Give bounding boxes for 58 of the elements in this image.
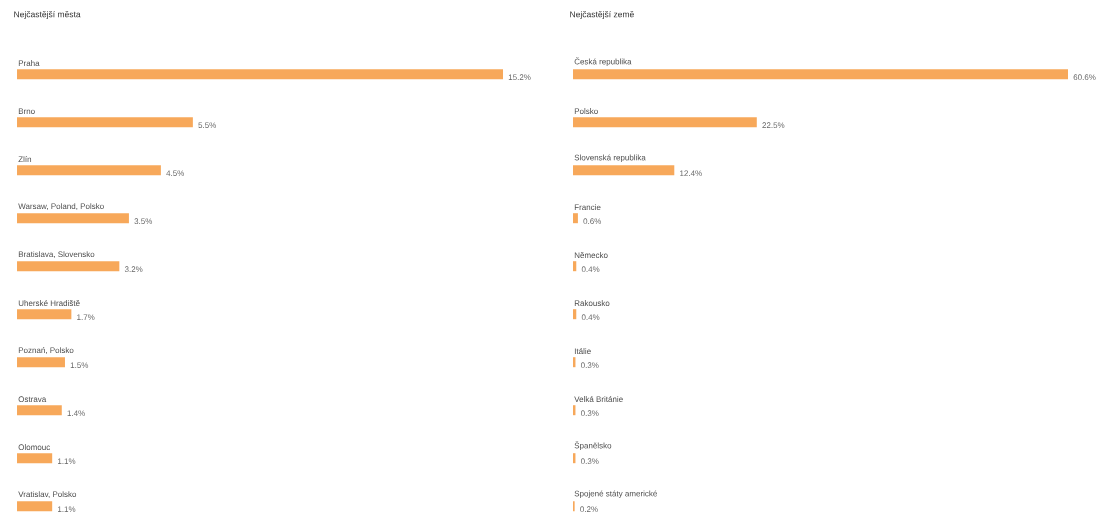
y-tick-label: Francie: [574, 204, 601, 210]
bar: [17, 453, 53, 464]
y-tick-label: Spojené státy americké: [574, 490, 657, 498]
y-tick-label: Rakousko: [574, 300, 610, 306]
data-label: 1.7%: [77, 314, 95, 320]
y-tick-label: Ostrava: [18, 396, 47, 402]
data-label: 3.5%: [134, 218, 153, 225]
y-tick-label: Velká Británie: [574, 396, 623, 402]
data-label: 0.3%: [580, 458, 599, 465]
data-label: 0.3%: [580, 410, 599, 417]
bar: [573, 117, 757, 128]
y-tick-label: Uherské Hradiště: [18, 300, 80, 306]
y-tick-label: Praha: [18, 60, 40, 66]
data-label: 12.4%: [680, 170, 702, 177]
data-label: 22.5%: [762, 122, 785, 129]
data-label: 4.5%: [166, 170, 185, 177]
data-label: 1.1%: [58, 458, 76, 464]
bar: [17, 165, 161, 176]
data-label: 0.2%: [580, 506, 598, 513]
y-tick-label: Vratislav, Polsko: [18, 491, 77, 498]
bar: [573, 213, 578, 224]
bar: [17, 357, 65, 368]
bar: [17, 69, 504, 80]
chart-title: Nejčastější města: [14, 10, 81, 19]
bar: [573, 261, 577, 272]
data-label: 15.2%: [508, 74, 531, 81]
data-label: 3.2%: [124, 266, 143, 273]
chart-title: Nejčastější země: [570, 10, 634, 19]
data-label: 1.4%: [67, 410, 85, 416]
bar: [17, 213, 129, 224]
y-tick-label: Warsaw, Poland, Polsko: [18, 203, 104, 210]
y-tick-label: Olomouc: [18, 444, 51, 450]
bar: [17, 309, 72, 320]
y-tick-label: Německo: [574, 252, 608, 258]
y-tick-label: Zlín: [18, 156, 32, 162]
data-label: 1.5%: [70, 362, 89, 369]
data-label: 0.3%: [580, 362, 599, 369]
y-tick-label: Poznań, Polsko: [18, 347, 74, 354]
bar: [17, 405, 62, 416]
y-tick-label: Itálie: [574, 348, 591, 354]
bar: [573, 69, 1068, 80]
bar: [17, 117, 193, 128]
y-tick-label: Polsko: [574, 108, 598, 114]
data-label: 5.5%: [198, 122, 217, 129]
y-tick-label: Španělsko: [574, 441, 612, 450]
y-tick-label: Brno: [18, 108, 35, 114]
data-label: 0.4%: [581, 314, 600, 321]
bar: [573, 165, 675, 176]
y-tick-label: Slovenská republika: [574, 154, 646, 162]
y-tick-label: Česká republika: [574, 57, 632, 67]
y-tick-label: Bratislava, Slovensko: [18, 251, 95, 258]
bar: [17, 501, 53, 512]
data-label: 0.6%: [583, 218, 602, 225]
bar: [17, 261, 120, 272]
bar: [573, 309, 577, 320]
data-label: 60.6%: [1073, 74, 1096, 81]
data-label: 1.1%: [58, 506, 76, 512]
data-label: 0.4%: [581, 266, 600, 273]
